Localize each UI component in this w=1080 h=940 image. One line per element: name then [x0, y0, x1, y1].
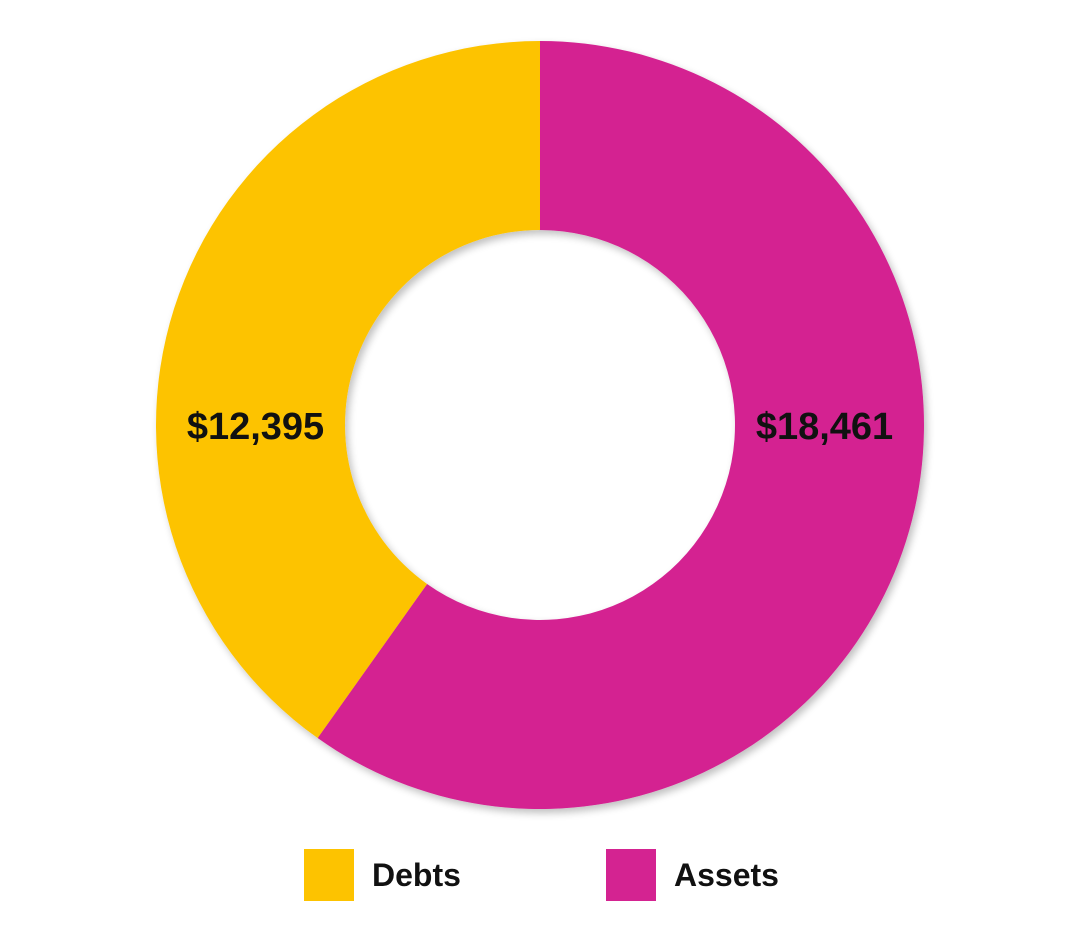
legend-label-assets: Assets	[674, 856, 779, 893]
donut-slice-debts	[156, 41, 541, 739]
donut-slices	[156, 41, 925, 810]
donut-value-labels: $18,461 $12,395	[187, 406, 893, 448]
legend-swatch-debts	[304, 849, 354, 901]
data-label-assets: $18,461	[756, 406, 893, 448]
legend-item-assets: Assets	[606, 848, 779, 902]
legend-label-debts: Debts	[372, 856, 461, 893]
data-label-debts: $12,395	[187, 406, 324, 448]
legend-item-debts: Debts	[304, 848, 461, 902]
legend: Debts Assets	[0, 848, 1080, 902]
legend-swatch-assets	[606, 849, 656, 901]
donut-slice-assets	[317, 41, 925, 810]
